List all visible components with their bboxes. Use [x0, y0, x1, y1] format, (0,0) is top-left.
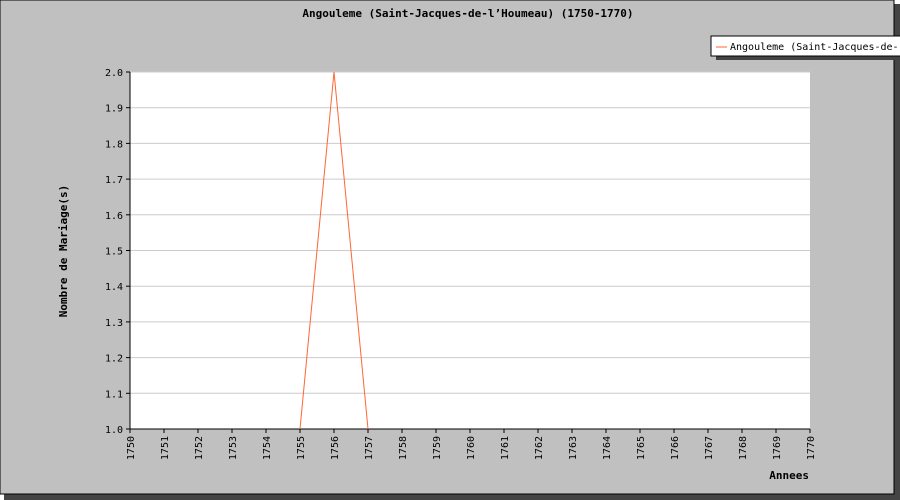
x-tick-label: 1755 [296, 436, 307, 460]
y-tick-label: 1.8 [105, 139, 123, 150]
x-tick-label: 1751 [160, 436, 171, 460]
x-tick-label: 1754 [262, 436, 273, 460]
x-tick-label: 1770 [806, 436, 817, 460]
y-axis: 1.0 1.1 1.2 1.3 1.4 1.5 1.6 1.7 1.8 1.9 2.0 [105, 68, 131, 436]
legend-box [710, 35, 900, 57]
y-axis-title: Nombre de Mariage(s) [57, 185, 70, 317]
x-axis-title: Annees [769, 469, 809, 482]
series-line [299, 71, 369, 430]
legend-label: Angouleme (Saint-Jacques-de- [730, 42, 899, 53]
x-tick-label: 1761 [500, 436, 511, 460]
x-tick-label: 1765 [636, 436, 647, 460]
series-layer [299, 71, 369, 430]
x-tick-label: 1767 [704, 436, 715, 460]
legend: Angouleme (Saint-Jacques-de- [710, 35, 900, 60]
y-tick-label: 1.9 [105, 104, 123, 115]
x-tick-label: 1757 [364, 436, 375, 460]
x-tick-label: 1760 [466, 436, 477, 460]
y-tick-label: 1.3 [105, 318, 123, 329]
grid-lines [130, 71, 810, 394]
x-tick-label: 1762 [534, 436, 545, 460]
y-tick-label: 1.7 [105, 175, 123, 186]
y-tick-label: 1.6 [105, 211, 123, 222]
chart-title: Angouleme (Saint-Jacques-de-l’Houmeau) (… [302, 7, 633, 20]
x-tick-label: 1768 [738, 436, 749, 460]
x-tick-label: 1769 [772, 436, 783, 460]
x-axis: 1750 1751 1752 1753 1754 1755 1756 1757 1758 1759… [126, 428, 817, 460]
y-tick-label: 2.0 [105, 68, 123, 79]
x-tick-label: 1750 [126, 436, 137, 460]
x-tick-label: 1766 [670, 436, 681, 460]
x-tick-label: 1756 [330, 436, 341, 460]
x-tick-label: 1763 [568, 436, 579, 460]
y-tick-label: 1.0 [105, 425, 123, 436]
y-tick-label: 1.4 [105, 282, 123, 293]
x-tick-label: 1759 [432, 436, 443, 460]
x-tick-label: 1758 [398, 436, 409, 460]
y-tick-label: 1.1 [105, 389, 123, 400]
x-tick-label: 1753 [228, 436, 239, 460]
x-tick-label: 1752 [194, 436, 205, 460]
y-tick-label: 1.5 [105, 247, 123, 258]
y-tick-label: 1.2 [105, 354, 123, 365]
x-tick-label: 1764 [602, 436, 613, 460]
